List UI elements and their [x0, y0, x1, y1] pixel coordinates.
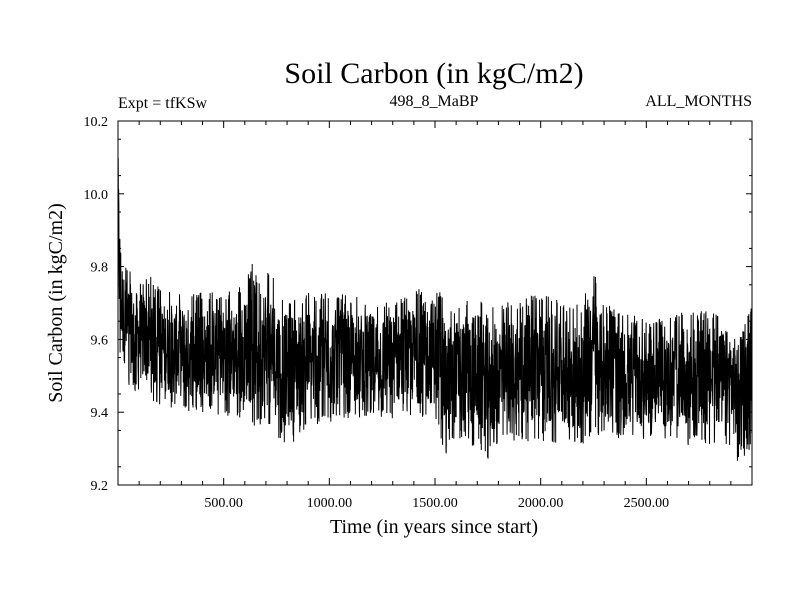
- chart-title: Soil Carbon (in kgC/m2): [284, 57, 583, 90]
- y-axis-label: Soil Carbon (in kgC/m2): [45, 203, 67, 402]
- y-tick-label: 9.6: [91, 333, 109, 348]
- y-tick-label: 9.2: [91, 479, 109, 494]
- months-label: ALL_MONTHS: [645, 93, 752, 110]
- x-tick-label: 2000.00: [518, 496, 564, 511]
- period-label: 498_8_MaBP: [390, 93, 479, 110]
- x-tick-label: 2500.00: [624, 496, 670, 511]
- x-axis-label: Time (in years since start): [330, 516, 538, 538]
- experiment-label: Expt = tfKSw: [118, 95, 207, 112]
- y-tick-label: 10.2: [84, 115, 109, 130]
- series-layer: [117, 157, 753, 461]
- y-tick-label: 10.0: [84, 188, 109, 203]
- x-tick-label: 1000.00: [307, 496, 353, 511]
- x-tick-label: 500.00: [204, 496, 243, 511]
- y-tick-label: 9.4: [91, 406, 109, 421]
- plot-frame: [117, 120, 753, 486]
- tick-layer: 9.2 9.4 9.6 9.8 10.0 10.2 500.00 1000.00 1500.00…: [84, 115, 752, 511]
- y-tick-label: 9.8: [91, 261, 109, 276]
- series-line: [117, 157, 753, 461]
- x-tick-label: 1500.00: [412, 496, 458, 511]
